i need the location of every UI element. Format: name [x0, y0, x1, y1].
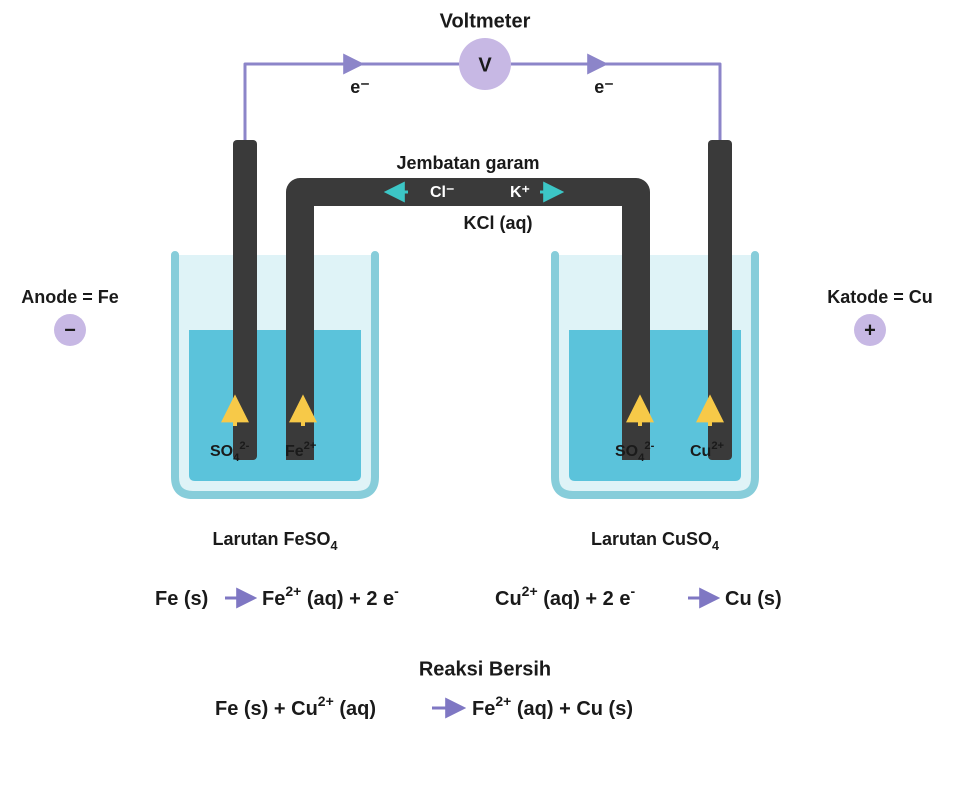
electron-left-label: e⁻: [350, 77, 370, 97]
k-label: K⁺: [510, 184, 530, 201]
cathode-label: Katode = Cu: [827, 287, 933, 307]
eq-right-rhs: Cu (s): [725, 588, 782, 610]
voltmeter-title: Voltmeter: [440, 10, 531, 32]
kcl-label: KCl (aq): [464, 213, 533, 233]
wire-left: [245, 64, 459, 140]
net-title: Reaksi Bersih: [419, 658, 551, 680]
anode-sign: −: [64, 319, 76, 341]
electron-right-label: e⁻: [594, 77, 614, 97]
cathode-sign: +: [864, 319, 876, 341]
voltmeter-symbol: V: [478, 54, 492, 76]
salt-bridge-title: Jembatan garam: [396, 153, 539, 173]
net-rhs: Fe2+ (aq) + Cu (s): [472, 693, 633, 721]
eq-right-lhs: Cu2+ (aq) + 2 e-: [495, 583, 635, 611]
anode-label: Anode = Fe: [21, 287, 119, 307]
eq-left-rhs: Fe2+ (aq) + 2 e-: [262, 583, 399, 611]
solution-right-label: Larutan CuSO4: [591, 529, 719, 554]
wire-right: [511, 64, 720, 140]
cl-label: Cl⁻: [430, 184, 454, 201]
solution-left-label: Larutan FeSO4: [212, 529, 337, 554]
net-lhs: Fe (s) + Cu2+ (aq): [215, 693, 376, 721]
eq-left-lhs: Fe (s): [155, 588, 208, 610]
